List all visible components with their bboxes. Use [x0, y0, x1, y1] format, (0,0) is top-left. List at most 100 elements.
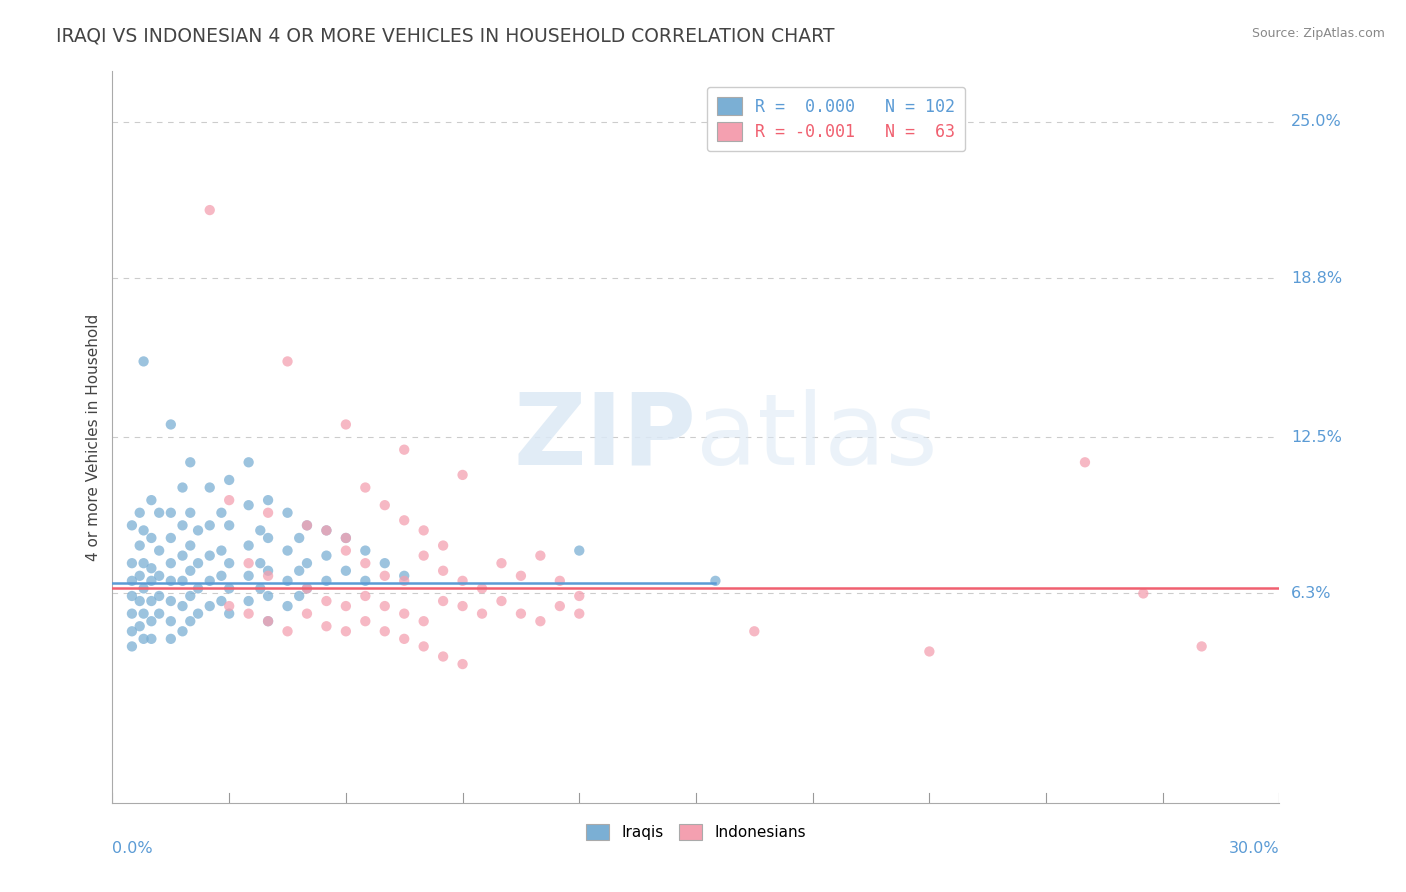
Point — [198, 574, 221, 588]
Point — [432, 539, 454, 553]
Point — [276, 624, 298, 639]
Point — [374, 624, 396, 639]
Point — [394, 632, 416, 646]
Point — [132, 607, 155, 621]
Point — [412, 640, 434, 654]
Text: IRAQI VS INDONESIAN 4 OR MORE VEHICLES IN HOUSEHOLD CORRELATION CHART: IRAQI VS INDONESIAN 4 OR MORE VEHICLES I… — [56, 27, 835, 45]
Point — [451, 574, 474, 588]
Point — [335, 531, 357, 545]
Point — [148, 607, 170, 621]
Point — [128, 539, 150, 553]
Point — [354, 589, 377, 603]
Text: 0.0%: 0.0% — [112, 840, 153, 855]
Point — [315, 524, 337, 538]
Point — [354, 481, 377, 495]
Point — [288, 531, 311, 545]
Point — [288, 564, 311, 578]
Point — [121, 574, 143, 588]
Point — [315, 549, 337, 563]
Point — [179, 506, 201, 520]
Point — [132, 582, 155, 596]
Point — [141, 614, 163, 628]
Point — [295, 607, 318, 621]
Point — [354, 574, 377, 588]
Point — [128, 619, 150, 633]
Text: 25.0%: 25.0% — [1291, 114, 1341, 129]
Point — [160, 614, 183, 628]
Point — [257, 569, 280, 583]
Point — [218, 607, 240, 621]
Point — [315, 524, 337, 538]
Point — [238, 455, 260, 469]
Point — [568, 589, 591, 603]
Point — [394, 513, 416, 527]
Point — [121, 607, 143, 621]
Point — [128, 594, 150, 608]
Point — [209, 506, 232, 520]
Point — [432, 564, 454, 578]
Point — [704, 574, 727, 588]
Point — [295, 582, 318, 596]
Point — [198, 203, 221, 218]
Text: 6.3%: 6.3% — [1291, 586, 1331, 601]
Point — [295, 582, 318, 596]
Point — [132, 524, 155, 538]
Text: atlas: atlas — [696, 389, 938, 485]
Point — [218, 518, 240, 533]
Point — [179, 539, 201, 553]
Point — [132, 354, 155, 368]
Point — [257, 614, 280, 628]
Point — [148, 589, 170, 603]
Point — [121, 589, 143, 603]
Point — [160, 594, 183, 608]
Point — [295, 518, 318, 533]
Point — [491, 556, 513, 570]
Point — [394, 574, 416, 588]
Point — [374, 556, 396, 570]
Point — [276, 574, 298, 588]
Point — [374, 498, 396, 512]
Point — [315, 574, 337, 588]
Point — [172, 518, 194, 533]
Point — [128, 506, 150, 520]
Point — [257, 589, 280, 603]
Point — [548, 574, 571, 588]
Point — [187, 582, 209, 596]
Point — [141, 574, 163, 588]
Point — [218, 556, 240, 570]
Point — [1132, 586, 1154, 600]
Point — [121, 556, 143, 570]
Point — [1074, 455, 1097, 469]
Point — [529, 549, 551, 563]
Point — [141, 632, 163, 646]
Point — [160, 574, 183, 588]
Text: ZIP: ZIP — [513, 389, 696, 485]
Point — [471, 607, 494, 621]
Point — [148, 569, 170, 583]
Point — [432, 594, 454, 608]
Point — [209, 543, 232, 558]
Point — [141, 493, 163, 508]
Point — [335, 543, 357, 558]
Point — [132, 556, 155, 570]
Point — [141, 531, 163, 545]
Point — [198, 599, 221, 613]
Point — [276, 543, 298, 558]
Point — [218, 473, 240, 487]
Point — [141, 594, 163, 608]
Point — [121, 518, 143, 533]
Point — [394, 569, 416, 583]
Point — [257, 506, 280, 520]
Point — [160, 506, 183, 520]
Point — [132, 632, 155, 646]
Point — [141, 561, 163, 575]
Point — [354, 556, 377, 570]
Point — [249, 524, 271, 538]
Y-axis label: 4 or more Vehicles in Household: 4 or more Vehicles in Household — [86, 313, 101, 561]
Point — [160, 417, 183, 432]
Point — [172, 574, 194, 588]
Point — [238, 498, 260, 512]
Point — [218, 493, 240, 508]
Point — [315, 594, 337, 608]
Point — [288, 589, 311, 603]
